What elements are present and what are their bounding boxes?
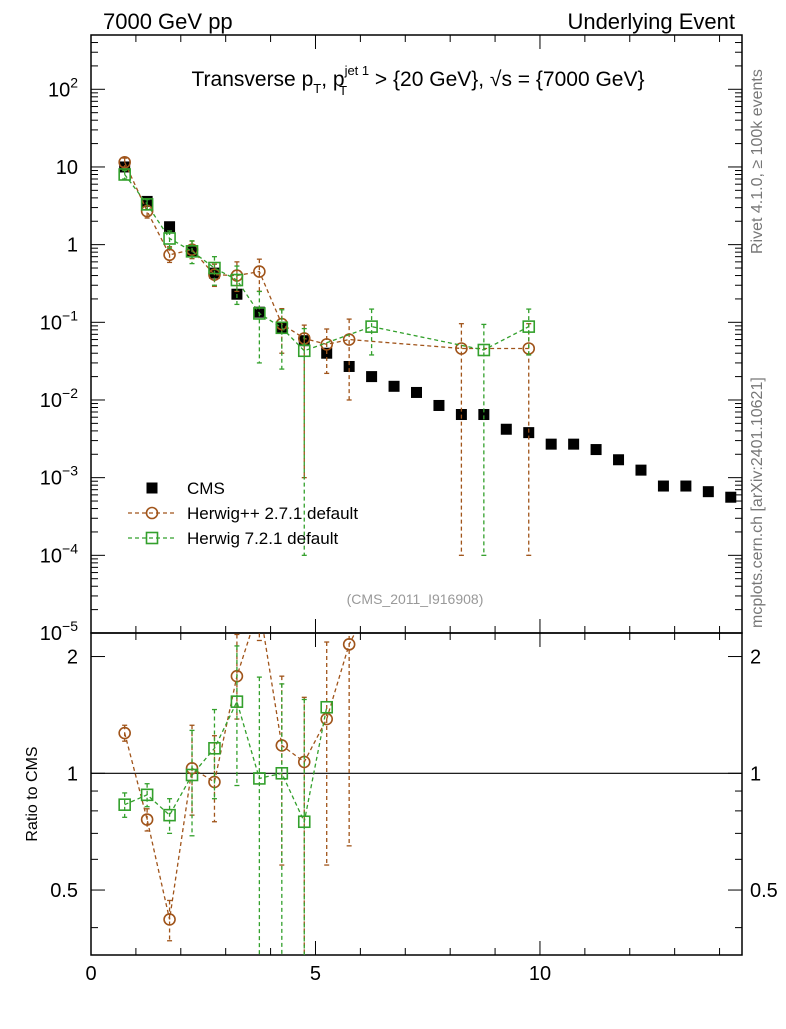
side-label-top: Rivet 4.1.0, ≥ 100k events xyxy=(749,69,766,254)
x-tick-label: 10 xyxy=(529,963,551,985)
ratio-herwig7-point xyxy=(208,741,221,755)
ratio-herwig7-point xyxy=(185,768,199,782)
y-tick-label: 10−5 xyxy=(40,618,78,645)
ratio-herwig7-point xyxy=(140,788,154,802)
header-left: 7000 GeV pp xyxy=(103,9,233,34)
herwig7-point xyxy=(163,232,176,245)
y-tick-label: 10−1 xyxy=(40,307,78,334)
herwigpp-point xyxy=(163,248,176,262)
ratio-y-tick-label: 0.5 xyxy=(50,880,78,902)
herwig7-point xyxy=(185,245,199,258)
cms-point xyxy=(388,380,400,392)
ratio-data-layer xyxy=(118,633,356,955)
ratio-panel-frame xyxy=(90,632,743,956)
ratio-y-tick-label-right: 0.5 xyxy=(750,880,778,902)
cms-point xyxy=(478,409,490,421)
ratio-herwigpp-point xyxy=(163,913,176,926)
cms-point xyxy=(343,360,355,372)
cms-point xyxy=(433,399,445,411)
cms-point xyxy=(411,386,422,398)
y-tick-label: 1 xyxy=(67,235,78,257)
cms-point xyxy=(500,423,512,435)
legend-marker xyxy=(145,531,159,545)
legend-marker xyxy=(146,482,158,494)
legend-label: Herwig 7.2.1 default xyxy=(187,529,338,548)
herwig7-point xyxy=(140,198,154,211)
cms-point xyxy=(545,438,557,450)
header-right: Underlying Event xyxy=(567,9,735,34)
y-tick-label: 10−2 xyxy=(40,385,78,412)
ratio-herwig7-line xyxy=(124,699,328,824)
cms-point xyxy=(590,444,602,456)
y-tick-label: 10−4 xyxy=(40,540,78,567)
herwigpp-point xyxy=(253,265,266,278)
x-tick-label: 0 xyxy=(85,963,96,985)
herwigpp-line xyxy=(124,161,529,350)
legend-label: CMS xyxy=(187,479,225,498)
legend-label: Herwig++ 2.7.1 default xyxy=(187,504,358,523)
cms-point xyxy=(635,464,647,476)
ratio-y-tick-label-right: 1 xyxy=(750,763,761,785)
main-data-layer xyxy=(118,155,737,556)
cms-point xyxy=(680,480,692,492)
ratio-y-tick-label-right: 2 xyxy=(750,647,761,669)
ratio-herwigpp-point xyxy=(118,726,131,740)
ratio-herwig7-point xyxy=(320,700,334,714)
side-label-bottom: mcplots.cern.ch [arXiv:2401.10621] xyxy=(749,377,766,628)
ratio-herwig7-point xyxy=(230,695,244,708)
ratio-herwig7-point xyxy=(253,772,266,785)
ratio-ylabel: Ratio to CMS xyxy=(24,746,41,841)
legend: CMS Herwig++ 2.7.1 default Herwig 7.2.1 de… xyxy=(128,479,358,548)
herwigpp-point xyxy=(455,342,468,355)
cms-point xyxy=(613,454,625,466)
cms-point xyxy=(253,306,265,318)
ratio-y-tick-label: 1 xyxy=(67,763,78,785)
herwig7-point xyxy=(253,307,266,320)
ratio-herwig7-point xyxy=(275,766,289,780)
cms-point xyxy=(657,480,669,492)
ratio-herwigpp-point xyxy=(140,813,154,826)
herwig7-point xyxy=(477,343,491,357)
cms-point xyxy=(164,221,176,233)
cms-point xyxy=(725,491,737,503)
herwig7-point xyxy=(522,320,536,333)
ratio-herwig7-point xyxy=(297,815,311,829)
herwigpp-point xyxy=(140,204,154,218)
ratio-herwigpp-point xyxy=(342,638,356,651)
herwigpp-point xyxy=(118,155,131,169)
ratio-herwig7-point xyxy=(163,808,176,822)
cms-point xyxy=(702,486,714,498)
herwig7-point xyxy=(297,344,311,358)
herwig7-point xyxy=(208,261,221,275)
ratio-y-tick-label: 2 xyxy=(67,647,78,669)
y-tick-label: 102 xyxy=(48,74,78,101)
cms-point xyxy=(455,409,467,421)
cms-point xyxy=(568,438,580,450)
herwig7-point xyxy=(365,320,378,333)
axes-layer: 0 5 10 10−5 10−4 10−3 10−2 10−1 1 10 102 0.5 0.5 1 1 2 2 xyxy=(40,34,778,985)
herwig7-point xyxy=(275,321,289,335)
ratio-herwig7-point xyxy=(118,798,131,811)
herwig7-point xyxy=(118,168,131,181)
cms-point xyxy=(366,371,378,383)
legend-marker xyxy=(145,506,159,520)
x-tick-label: 5 xyxy=(310,963,321,985)
analysis-id: (CMS_2011_I916908) xyxy=(347,591,484,607)
y-tick-label: 10−3 xyxy=(40,463,78,490)
y-tick-label: 10 xyxy=(56,157,78,179)
herwig7-point xyxy=(230,273,244,287)
